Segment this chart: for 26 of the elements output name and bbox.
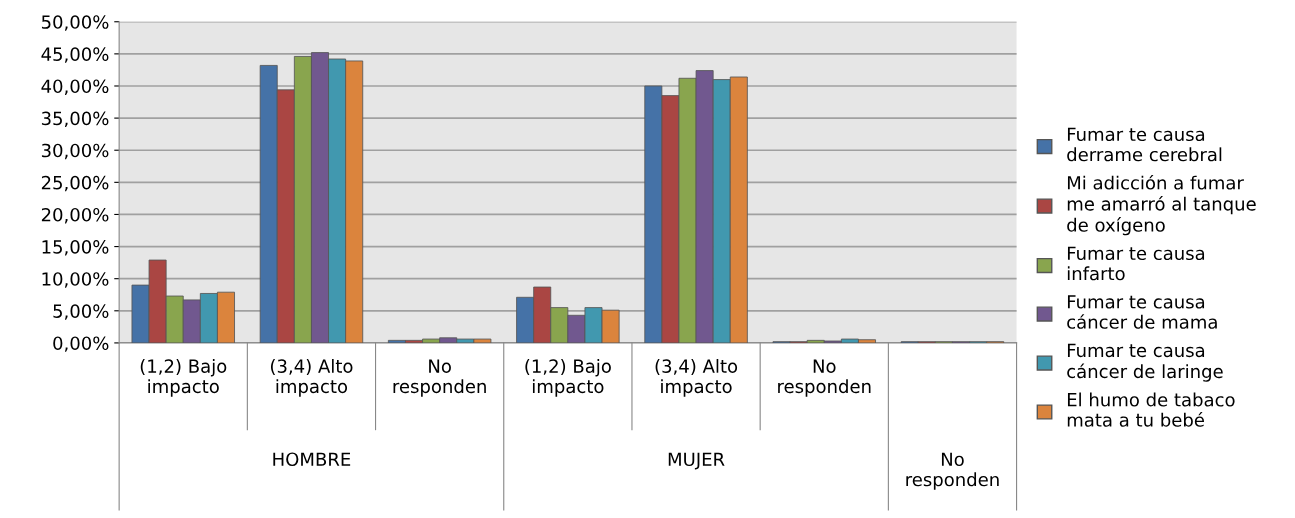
x-tick-label: (1,2) Bajo impacto	[525, 358, 611, 397]
text: No responden	[906, 452, 999, 490]
x-tick-label: (1,2) Bajo impacto	[140, 358, 227, 397]
y-tick-label: 25,00%	[41, 175, 109, 192]
y-tick-label: 15,00%	[42, 240, 109, 256]
legend-label: Fumar te causa derrame cerebral	[1067, 127, 1222, 162]
y-tick-label: 0,00%	[53, 336, 109, 352]
legend-label: Fumar te causa cáncer de mama	[1067, 295, 1217, 329]
x-tick-label: No responden	[778, 359, 871, 397]
text: HOMBRE	[273, 452, 351, 467]
y-tick-label: 30,00%	[41, 143, 109, 160]
text: MUJER	[668, 452, 725, 470]
y-tick-label: 5,00%	[53, 304, 109, 320]
y-tick-label: 50,00%	[41, 15, 109, 31]
legend-label: Fumar te causa cáncer de laringe	[1067, 343, 1223, 382]
x-tick-label: (3,4) Alto impacto	[270, 358, 353, 397]
y-tick-label: 40,00%	[41, 79, 109, 95]
y-tick-label: 10,00%	[42, 272, 109, 288]
x-tick-label: No responden	[393, 359, 486, 397]
legend-label: El humo de tabaco mata a tu bebé	[1067, 392, 1235, 427]
y-tick-label: 35,00%	[41, 111, 109, 128]
y-tick-label: 20,00%	[41, 207, 109, 224]
legend-label: Mi adicción a fumar me amarró al tanque de oxígeno	[1067, 174, 1256, 236]
x-tick-label: (3,4) Alto impacto	[655, 358, 738, 397]
legend-label: Fumar te causa infarto	[1067, 246, 1205, 281]
y-tick-label: 45,00%	[41, 47, 109, 63]
